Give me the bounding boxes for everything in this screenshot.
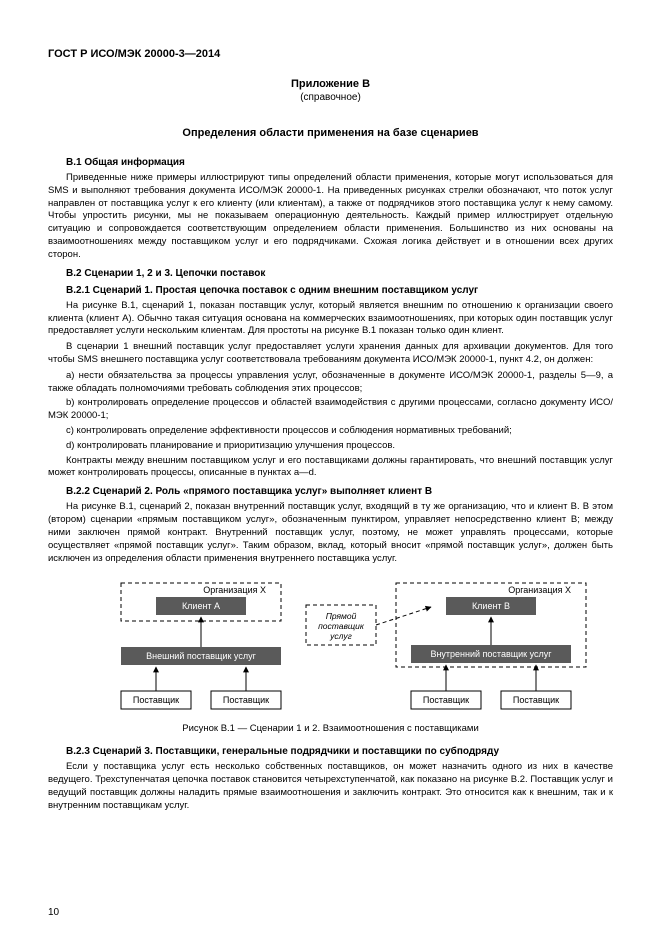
section-b2-heading: В.2 Сценарии 1, 2 и 3. Цепочки поставок — [48, 268, 613, 279]
figure-b1: Организация Х Клиент А Внешний поставщик… — [48, 575, 613, 715]
fig-int-provider: Внутренний поставщик услуг — [430, 649, 552, 659]
page-number: 10 — [48, 907, 59, 918]
annex-title: Приложение В — [48, 78, 613, 90]
b2-1-p3: Контракты между внешним поставщиком услу… — [48, 455, 613, 481]
section-b1-heading: В.1 Общая информация — [48, 157, 613, 168]
b2-1-item-b: b) контролировать определение процессов … — [48, 397, 613, 423]
b1-p1: Приведенные ниже примеры иллюстрируют ти… — [48, 172, 613, 262]
b2-1-item-a: а) нести обязательства за процессы управ… — [48, 370, 613, 396]
fig-client-a: Клиент А — [181, 601, 219, 611]
fig-direct-1: Прямой — [325, 611, 356, 621]
fig-direct-2: поставщик — [318, 621, 365, 631]
b2-1-p2: В сценарии 1 внешний поставщик услуг пре… — [48, 341, 613, 367]
b2-1-item-d: d) контролировать планирование и приорит… — [48, 440, 613, 453]
b2-1-item-c: с) контролировать определение эффективно… — [48, 425, 613, 438]
annex-note: (справочное) — [48, 92, 613, 103]
main-title: Определения области применения на базе с… — [48, 127, 613, 139]
fig-client-b: Клиент В — [471, 601, 509, 611]
fig-supplier-4: Поставщик — [512, 695, 558, 705]
section-b2-3-heading: В.2.3 Сценарий 3. Поставщики, генеральны… — [48, 746, 613, 757]
b2-2-p1: На рисунке В.1, сценарий 2, показан внут… — [48, 501, 613, 565]
fig-direct-3: услуг — [329, 631, 352, 641]
fig-supplier-2: Поставщик — [222, 695, 268, 705]
fig-supplier-3: Поставщик — [422, 695, 468, 705]
document-header: ГОСТ Р ИСО/МЭК 20000-3—2014 — [48, 48, 613, 60]
b2-3-p1: Если у поставщика услуг есть несколько с… — [48, 761, 613, 812]
figure-caption: Рисунок В.1 — Сценарии 1 и 2. Взаимоотно… — [48, 723, 613, 734]
section-b2-1-heading: В.2.1 Сценарий 1. Простая цепочка постав… — [48, 285, 613, 296]
fig-ext-provider: Внешний поставщик услуг — [146, 651, 256, 661]
section-b2-2-heading: В.2.2 Сценарий 2. Роль «прямого поставщи… — [48, 486, 613, 497]
fig-supplier-1: Поставщик — [132, 695, 178, 705]
fig-orgx-left: Организация Х — [203, 585, 266, 595]
b2-1-p1: На рисунке В.1, сценарий 1, показан пост… — [48, 300, 613, 338]
fig-orgx-right: Организация Х — [508, 585, 571, 595]
